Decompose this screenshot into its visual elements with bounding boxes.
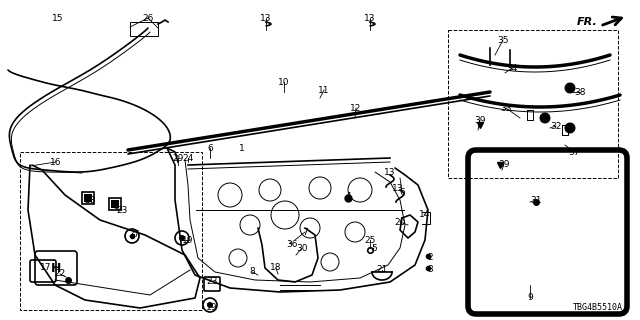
Text: 1: 1 xyxy=(239,143,245,153)
Bar xyxy=(111,200,119,208)
Text: 7: 7 xyxy=(302,228,308,236)
Text: 6: 6 xyxy=(207,143,213,153)
Text: 34: 34 xyxy=(506,63,518,73)
Bar xyxy=(130,22,158,36)
Circle shape xyxy=(540,113,550,123)
Text: 37: 37 xyxy=(568,148,580,156)
Text: 8: 8 xyxy=(249,268,255,276)
Text: 9: 9 xyxy=(527,293,533,302)
Text: 16: 16 xyxy=(51,157,61,166)
Text: H: H xyxy=(51,261,61,275)
Text: 17: 17 xyxy=(40,263,52,273)
Text: 20: 20 xyxy=(394,218,406,227)
Text: 14: 14 xyxy=(419,210,431,219)
Text: 3: 3 xyxy=(427,266,433,275)
Text: 27: 27 xyxy=(128,229,140,238)
Text: 15: 15 xyxy=(52,13,64,22)
Text: 13: 13 xyxy=(392,183,404,193)
Text: 25: 25 xyxy=(364,236,376,244)
Text: 13: 13 xyxy=(260,13,272,22)
Text: 19: 19 xyxy=(206,302,218,311)
Circle shape xyxy=(565,123,575,133)
Text: 38: 38 xyxy=(574,87,586,97)
Text: 13: 13 xyxy=(364,13,376,22)
Circle shape xyxy=(207,302,213,308)
Text: 10: 10 xyxy=(278,77,290,86)
Text: 6: 6 xyxy=(399,188,405,196)
Text: 4: 4 xyxy=(345,191,351,201)
Bar xyxy=(82,192,94,204)
Text: 39: 39 xyxy=(499,159,509,169)
Text: FR.: FR. xyxy=(577,17,598,27)
Text: 19: 19 xyxy=(182,236,194,244)
Circle shape xyxy=(179,235,185,241)
Text: 2: 2 xyxy=(427,253,433,262)
Text: 31: 31 xyxy=(531,196,541,204)
Text: 22: 22 xyxy=(54,269,66,278)
Text: 32: 32 xyxy=(550,122,562,131)
Text: 13: 13 xyxy=(384,167,396,177)
Text: 30: 30 xyxy=(296,244,308,252)
Bar xyxy=(448,30,618,178)
Bar xyxy=(109,198,121,210)
Text: 23: 23 xyxy=(206,277,218,286)
Bar xyxy=(20,152,202,310)
Text: 24: 24 xyxy=(182,154,194,163)
Circle shape xyxy=(565,83,575,93)
Text: 11: 11 xyxy=(318,85,330,94)
Text: 29: 29 xyxy=(172,154,184,163)
Text: 35: 35 xyxy=(497,36,509,44)
Text: 21: 21 xyxy=(376,266,388,275)
Text: 28: 28 xyxy=(84,196,96,204)
Text: 39: 39 xyxy=(474,116,486,124)
Text: 26: 26 xyxy=(142,13,154,22)
Text: 33: 33 xyxy=(500,103,512,113)
Text: 12: 12 xyxy=(350,103,362,113)
Text: 5: 5 xyxy=(371,244,377,252)
Text: 18: 18 xyxy=(270,263,282,273)
Text: 36: 36 xyxy=(286,239,298,249)
Text: TBG4B5510A: TBG4B5510A xyxy=(573,303,623,312)
Text: 23: 23 xyxy=(116,205,128,214)
Bar xyxy=(84,194,92,202)
